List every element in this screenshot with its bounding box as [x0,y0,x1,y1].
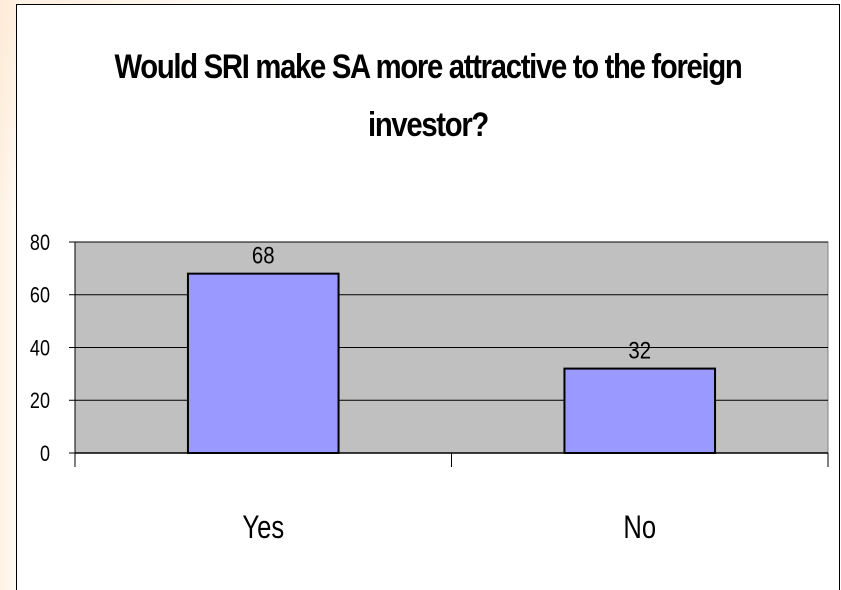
category-label: No [623,510,656,545]
y-tick-label: 80 [30,231,50,255]
data-label: 32 [628,337,651,364]
y-tick-label: 0 [40,442,50,466]
y-tick-label: 40 [30,337,50,361]
y-tick-label: 60 [30,284,50,308]
bar-yes [186,272,340,454]
y-tick-label: 20 [30,390,50,414]
chart-title: Would SRI make SA more attractive to the… [114,48,743,144]
labels: 0 20 40 60 80 68 Yes 32 No [30,231,656,545]
category-label: Yes [242,510,284,545]
bar-no [563,367,717,455]
bars [186,272,717,455]
axes [69,241,829,467]
data-label: 68 [252,242,275,269]
